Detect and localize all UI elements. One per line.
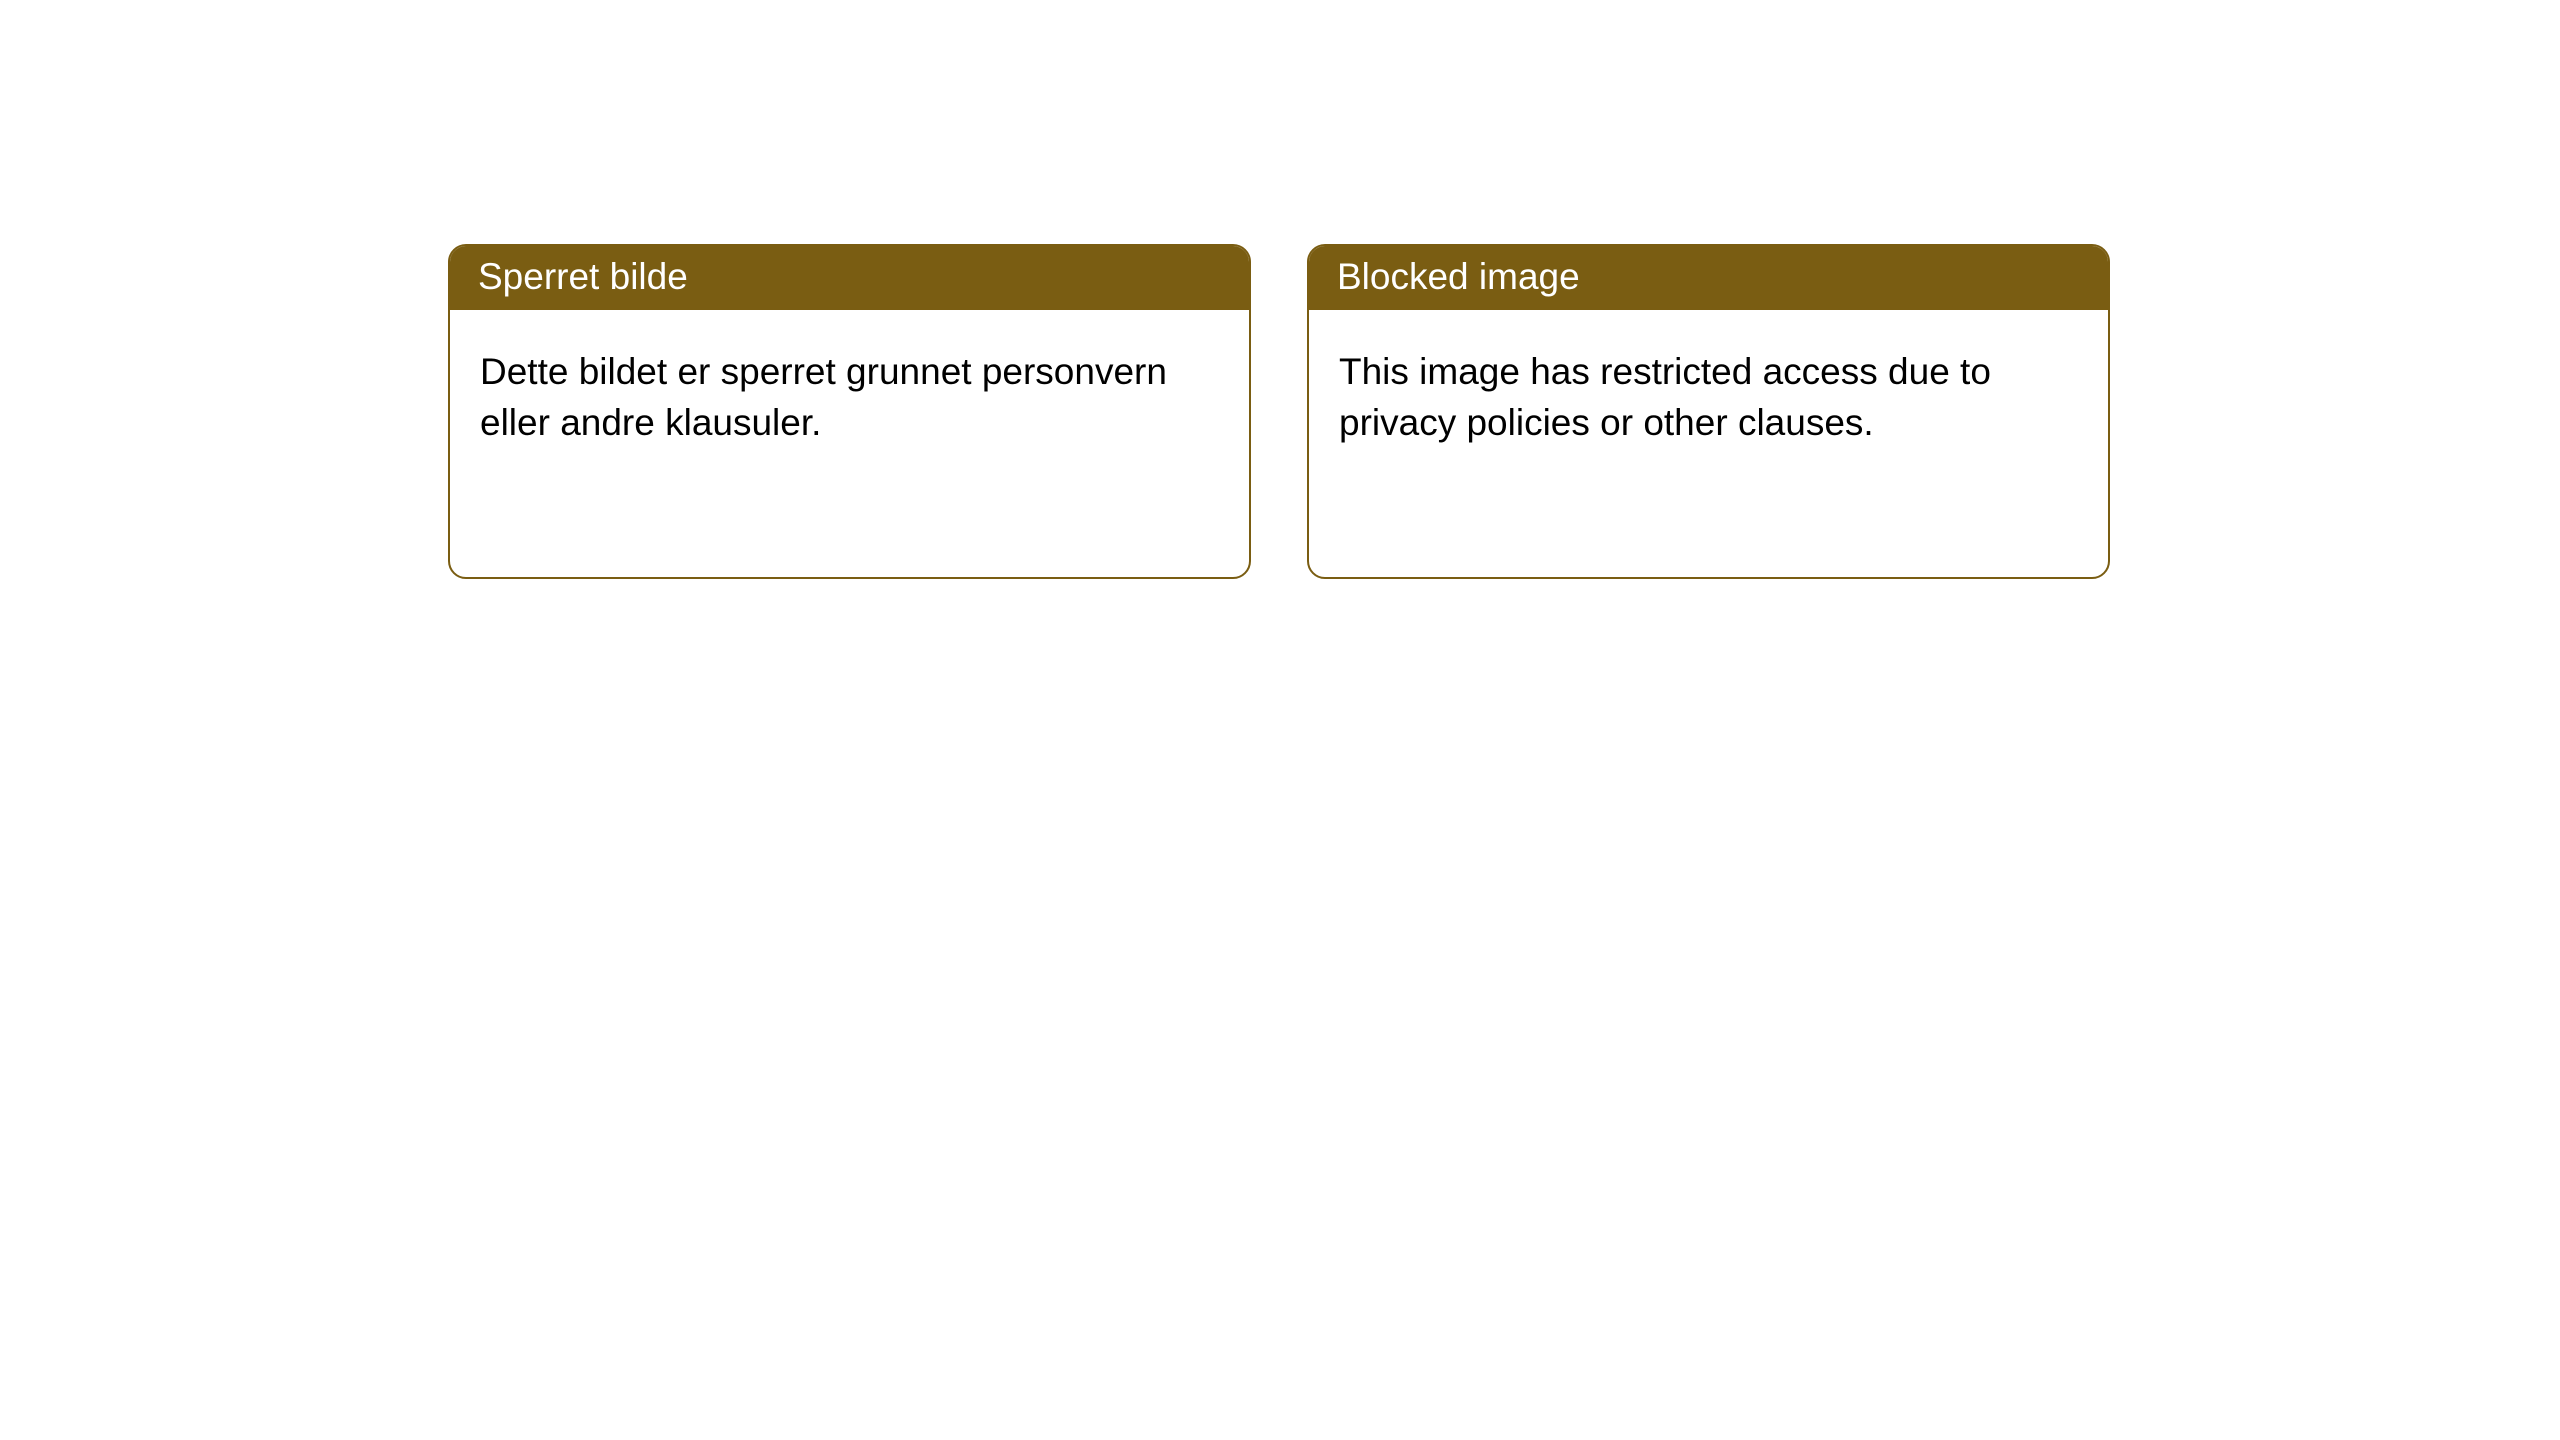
notice-header: Sperret bilde (450, 246, 1249, 310)
notice-card-english: Blocked image This image has restricted … (1307, 244, 2110, 579)
notice-container: Sperret bilde Dette bildet er sperret gr… (0, 0, 2560, 579)
notice-header: Blocked image (1309, 246, 2108, 310)
notice-body: Dette bildet er sperret grunnet personve… (450, 310, 1249, 484)
notice-body: This image has restricted access due to … (1309, 310, 2108, 484)
notice-card-norwegian: Sperret bilde Dette bildet er sperret gr… (448, 244, 1251, 579)
